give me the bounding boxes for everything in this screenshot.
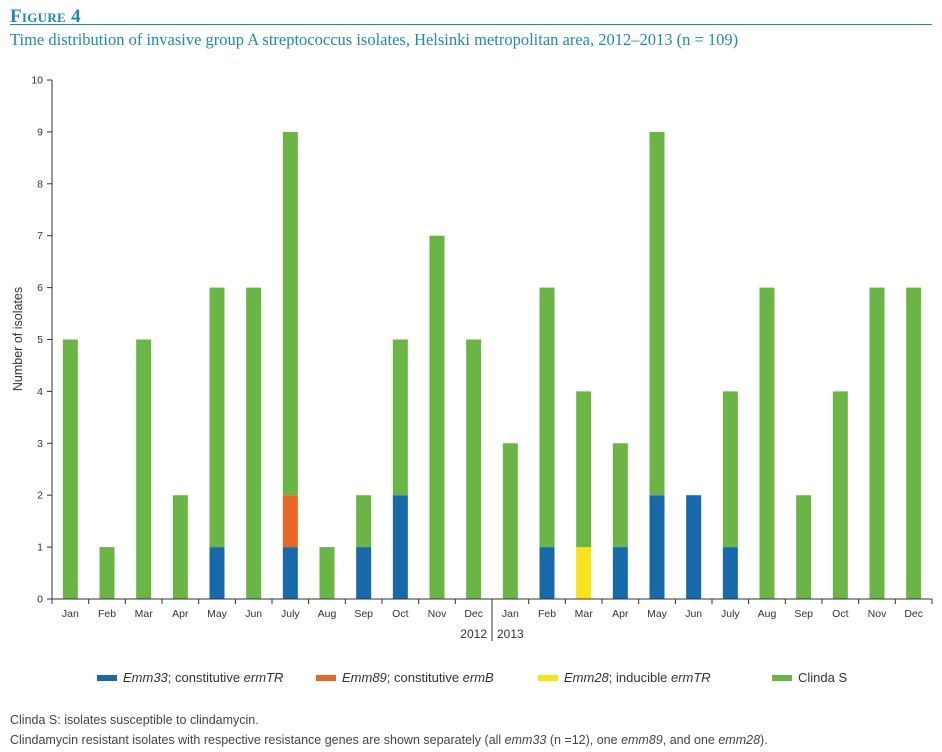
x-tick-label: Oct (832, 608, 848, 620)
figure-rule (10, 24, 932, 25)
bar-segment-clinda-s (832, 391, 848, 599)
bar-segment-emm33 (392, 495, 408, 599)
legend: Emm33; constitutive ermTR Emm89; constitu… (0, 670, 942, 692)
bar-segment-clinda-s (869, 287, 885, 599)
y-axis-title: Number of isolates (11, 287, 25, 391)
bar-segment-clinda-s (136, 339, 152, 599)
bar-segment-clinda-s (612, 443, 628, 548)
bar-segment-emm33 (356, 547, 372, 599)
x-tick-label: Dec (464, 608, 483, 620)
x-axis: Jan Feb Mar Apr May Jun July Aug Sep Oct Nov Dec Jan… (51, 598, 933, 641)
bar-segment-clinda-s (282, 131, 298, 496)
year-label-2012: 2012 (460, 627, 487, 641)
bar-segment-emm33 (282, 547, 298, 599)
bar-segment-clinda-s (172, 495, 188, 599)
y-tick-label: 1 (37, 542, 43, 554)
bar-segment-clinda-s (759, 287, 775, 599)
footnote-2: Clindamycin resistant isolates with resp… (10, 733, 768, 747)
bar-segment-emm89 (282, 495, 298, 548)
y-tick-label: 9 (37, 126, 43, 138)
bar-segment-clinda-s (356, 495, 372, 548)
x-tick-label: Aug (318, 608, 337, 620)
legend-item: Emm28; inducible ermTR (538, 670, 711, 685)
bar-segment-clinda-s (319, 547, 335, 599)
year-label-2013: 2013 (497, 627, 524, 641)
legend-swatch (772, 674, 792, 681)
bar-segment-clinda-s (649, 131, 665, 496)
bar-segment-clinda-s (99, 547, 115, 599)
bars (62, 131, 922, 599)
x-tick-label: Apr (612, 608, 629, 620)
bar-segment-emm33 (649, 495, 665, 599)
y-tick-label: 0 (37, 594, 43, 606)
y-tick-label: 10 (31, 75, 43, 87)
x-tick-label: Feb (98, 608, 116, 620)
legend-swatch (538, 674, 558, 681)
legend-swatch (316, 674, 336, 681)
bar-segment-clinda-s (576, 391, 592, 548)
bar-segment-emm33 (612, 547, 628, 599)
x-tick-label: Nov (868, 608, 887, 620)
bar-segment-clinda-s (62, 339, 78, 599)
y-tick-label: 7 (37, 230, 43, 242)
y-tick-label: 2 (37, 490, 43, 502)
x-tick-label: Apr (172, 608, 189, 620)
bar-segment-clinda-s (796, 495, 812, 599)
legend-item: Emm89; constitutive ermB (316, 670, 494, 685)
x-tick-label: July (281, 608, 300, 620)
x-tick-label: May (207, 608, 228, 620)
footnote-1: Clinda S: isolates susceptible to clinda… (10, 713, 259, 727)
bar-segment-clinda-s (392, 339, 408, 496)
x-tick-label: Jun (245, 608, 262, 620)
x-tick-label: Sep (794, 608, 813, 620)
x-tick-label: Jan (62, 608, 79, 620)
bar-segment-emm33 (686, 495, 702, 599)
bar-segment-emm33 (539, 547, 555, 599)
bar-segment-emm33 (722, 547, 738, 599)
legend-item: Clinda S (772, 670, 847, 685)
x-tick-label: Mar (135, 608, 154, 620)
x-tick-label: Sep (354, 608, 373, 620)
bar-segment-clinda-s (539, 287, 555, 548)
bar-segment-clinda-s (429, 235, 445, 599)
bar-segment-clinda-s (246, 287, 262, 599)
legend-swatch (97, 674, 117, 681)
figure-label: Figure 4 (10, 6, 81, 27)
bar-segment-emm33 (209, 547, 225, 599)
x-tick-label: Aug (758, 608, 777, 620)
bar-segment-emm28 (576, 547, 592, 599)
y-tick-label: 8 (37, 178, 43, 190)
x-tick-label: Jan (502, 608, 519, 620)
x-tick-label: Dec (904, 608, 923, 620)
bar-segment-clinda-s (466, 339, 482, 599)
x-tick-label: Nov (428, 608, 447, 620)
bar-segment-clinda-s (502, 443, 518, 599)
x-tick-label: Feb (538, 608, 556, 620)
legend-item: Emm33; constitutive ermTR (97, 670, 283, 685)
x-tick-label: July (721, 608, 740, 620)
y-tick-label: 5 (37, 334, 43, 346)
y-tick-label: 4 (37, 386, 43, 398)
footnotes: Clinda S: isolates susceptible to clinda… (10, 710, 768, 750)
x-tick-label: Jun (685, 608, 702, 620)
x-tick-label: Oct (392, 608, 408, 620)
stacked-bar-chart: Number of isolates 0 1 2 3 4 5 6 7 8 9 10 Jan Feb Ma… (11, 75, 933, 641)
bar-segment-clinda-s (209, 287, 225, 548)
y-axis-ticks: 0 1 2 3 4 5 6 7 8 9 10 (31, 75, 53, 606)
x-tick-label: May (647, 608, 668, 620)
bar-segment-clinda-s (906, 287, 922, 599)
figure-title: Time distribution of invasive group A st… (10, 30, 739, 49)
y-tick-label: 3 (37, 438, 43, 450)
x-tick-label: Mar (575, 608, 594, 620)
y-tick-label: 6 (37, 282, 43, 294)
bar-segment-clinda-s (722, 391, 738, 548)
